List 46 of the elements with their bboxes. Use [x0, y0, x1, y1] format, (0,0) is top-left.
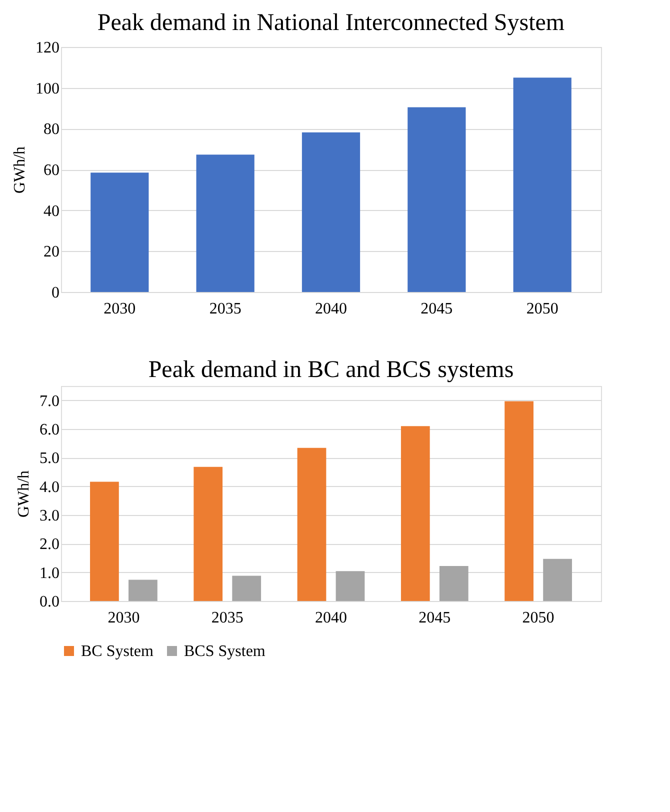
bar	[336, 571, 365, 601]
y-tick-label: 2.0	[40, 536, 60, 554]
x-tick-label: 2040	[315, 610, 347, 626]
y-tick-label: 40	[44, 202, 60, 220]
x-tick-label: 2030	[108, 610, 140, 626]
x-tick-label: 2035	[209, 300, 242, 318]
bar	[513, 78, 572, 292]
bar	[400, 426, 430, 601]
bar	[90, 172, 149, 292]
y-tick-label: 60	[44, 162, 60, 179]
bar	[504, 401, 534, 601]
chart-title: Peak demand in BC and BCS systems	[148, 357, 514, 383]
bar	[297, 448, 326, 601]
bar	[439, 566, 468, 601]
y-tick-label: 20	[44, 244, 60, 261]
x-tick-label: 2045	[418, 610, 451, 626]
y-tick-label: 0.0	[40, 594, 60, 610]
legend-label: BCS System	[184, 643, 266, 660]
y-tick-label: 7.0	[40, 392, 60, 410]
y-tick-label: 1.0	[40, 564, 60, 582]
bar	[232, 576, 262, 601]
y-tick-label: 100	[36, 80, 60, 98]
bar	[90, 482, 119, 601]
y-tick-label: 3.0	[40, 508, 60, 524]
x-tick-label: 2050	[522, 610, 554, 626]
x-tick-label: 2035	[211, 610, 244, 626]
y-tick-label: 6.0	[40, 422, 60, 438]
x-tick-label: 2030	[104, 300, 136, 318]
y-tick-label: 4.0	[40, 478, 60, 496]
y-tick-label: 5.0	[40, 450, 60, 468]
x-tick-label: 2045	[420, 300, 453, 318]
y-tick-label: 0	[52, 284, 60, 302]
x-tick-label: 2040	[315, 300, 347, 318]
y-tick-label: 120	[36, 40, 60, 56]
bar	[128, 580, 158, 601]
bar	[302, 132, 360, 292]
x-tick-label: 2050	[526, 300, 558, 318]
y-axis-title: GWh/h	[12, 146, 28, 194]
y-tick-label: 80	[44, 121, 60, 138]
bar	[408, 107, 466, 292]
legend-label: BC System	[81, 643, 154, 660]
bar	[194, 466, 223, 601]
bar	[543, 558, 572, 601]
bar	[196, 154, 254, 292]
chart-title: Peak demand in National Interconnected System	[97, 10, 565, 36]
y-axis-title: GWh/h	[16, 470, 32, 518]
